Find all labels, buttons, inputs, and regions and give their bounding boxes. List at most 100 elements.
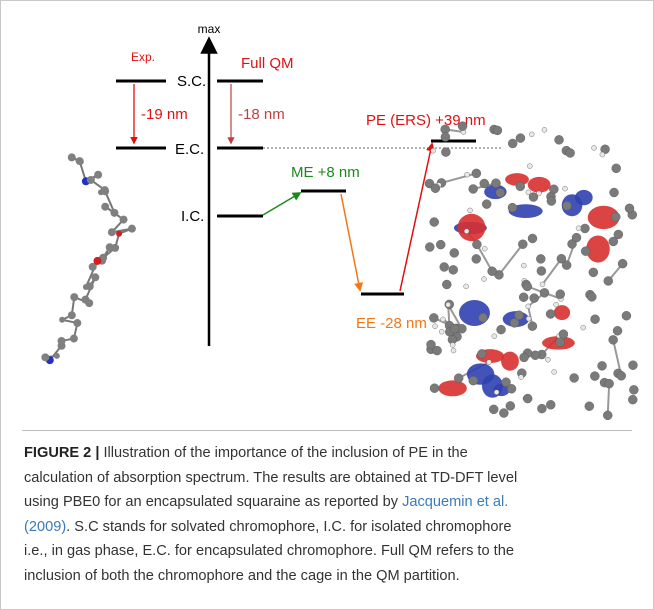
atom: [546, 400, 555, 409]
orbital-lobe: [458, 214, 486, 241]
shift-label: ME +8 nm: [291, 164, 360, 181]
shift-label: PE (ERS) +39 nm: [366, 112, 486, 129]
atom: [441, 132, 450, 141]
atom: [570, 373, 579, 382]
atom: [609, 335, 618, 344]
bond: [441, 173, 476, 183]
atom: [625, 204, 634, 213]
orbital-lobe: [575, 190, 593, 205]
caption-separator: [22, 430, 632, 431]
atom: [516, 182, 525, 191]
atom: [41, 353, 49, 361]
atom: [497, 325, 506, 334]
atom: [469, 184, 478, 193]
atom: [487, 360, 492, 365]
atom: [482, 277, 487, 282]
orbital-lobe: [528, 177, 551, 193]
atom: [617, 371, 626, 380]
atom: [612, 164, 621, 173]
level-label: E.C.: [175, 141, 204, 158]
atom: [598, 361, 607, 370]
atom: [454, 374, 463, 383]
atom: [429, 313, 438, 322]
atom: [70, 335, 78, 343]
atom: [433, 346, 442, 355]
atom: [440, 262, 449, 271]
atom: [491, 179, 500, 188]
caption-text: i.e., in gas phase, E.C. for encapsulate…: [24, 543, 514, 559]
atom: [540, 282, 545, 287]
atom: [581, 325, 586, 330]
atom: [590, 372, 599, 381]
atom: [494, 390, 499, 395]
atom: [450, 248, 459, 257]
atom: [508, 139, 517, 148]
atom: [479, 313, 488, 322]
atom: [628, 361, 637, 370]
atom: [526, 304, 531, 309]
figure: max Exp. -19 nm S.C. E.C. I.C. Full QM -…: [1, 1, 653, 431]
orbital-lobe: [438, 380, 466, 396]
atom: [537, 404, 546, 413]
atom: [562, 186, 567, 191]
atom: [557, 254, 566, 263]
atom: [439, 329, 444, 334]
atom: [472, 254, 481, 263]
atom: [446, 302, 451, 307]
atom: [546, 310, 555, 319]
shift-label: EE -28 nm: [356, 315, 427, 332]
atom: [110, 209, 118, 217]
shift-label: -18 nm: [238, 106, 285, 123]
atom: [464, 229, 469, 234]
atom: [449, 265, 458, 274]
atom: [436, 240, 445, 249]
atom: [431, 148, 436, 153]
atom: [91, 273, 99, 281]
atom: [629, 385, 638, 394]
atom: [563, 201, 572, 210]
caption: FIGURE 2 | Illustration of the importanc…: [24, 441, 644, 588]
caption-label: FIGURE 2 |: [24, 445, 99, 461]
atom: [458, 122, 467, 131]
atom: [464, 284, 469, 289]
atom: [520, 353, 529, 362]
atom: [440, 317, 445, 322]
atom: [566, 148, 575, 157]
atom: [68, 153, 76, 161]
atom: [93, 257, 101, 265]
atom: [76, 157, 84, 165]
atom: [492, 334, 497, 339]
atom: [116, 231, 122, 237]
atom: [451, 348, 456, 353]
shift-arrow: [263, 193, 300, 215]
atom: [528, 234, 537, 243]
atom: [610, 188, 619, 197]
atom: [101, 203, 109, 211]
atom: [87, 176, 95, 184]
atom: [603, 411, 612, 420]
atom: [441, 148, 450, 157]
atom: [521, 263, 526, 268]
atom: [431, 184, 440, 193]
atom: [510, 318, 519, 327]
atom: [54, 353, 60, 359]
atom: [59, 317, 65, 323]
atom: [68, 311, 76, 319]
atom: [482, 246, 487, 251]
atom: [526, 316, 531, 321]
atom: [433, 324, 438, 329]
atom: [472, 240, 481, 249]
atom: [540, 288, 549, 297]
atom: [523, 282, 532, 291]
atom: [542, 127, 547, 132]
atom: [488, 267, 497, 276]
shift-arrow: [400, 144, 432, 291]
atom: [496, 188, 505, 197]
citation-link[interactable]: (2009): [24, 519, 66, 535]
atom: [493, 126, 502, 135]
citation-link[interactable]: Jacquemin et al.: [402, 494, 508, 510]
atom: [545, 357, 550, 362]
atom: [609, 237, 618, 246]
level-label: S.C.: [177, 73, 206, 90]
atom: [128, 225, 136, 233]
